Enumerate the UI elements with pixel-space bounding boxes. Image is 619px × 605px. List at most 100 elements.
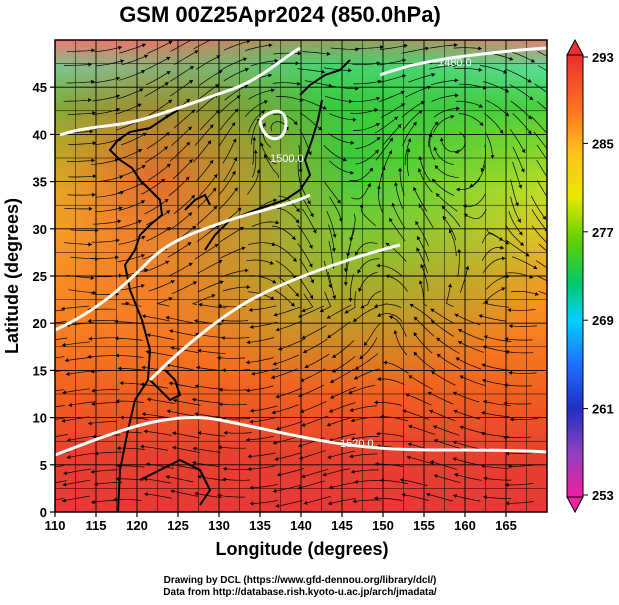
streamline: [121, 54, 149, 66]
streamline-arrow: [166, 409, 171, 414]
streamline-arrow: [310, 279, 314, 284]
streamline: [222, 468, 252, 470]
streamline: [94, 207, 123, 213]
streamline: [326, 304, 352, 319]
streamline: [275, 96, 304, 102]
streamline-arrow: [431, 371, 436, 375]
streamline: [61, 341, 90, 346]
streamline-arrow: [62, 482, 67, 487]
streamline-arrow: [166, 363, 170, 368]
streamline: [170, 463, 198, 470]
streamline-arrow: [527, 78, 532, 83]
streamline: [512, 146, 525, 173]
streamline: [431, 94, 459, 102]
streamline-arrow: [507, 308, 511, 313]
streamline-arrow: [399, 478, 404, 482]
streamline-arrow: [147, 397, 151, 402]
streamline-arrow: [428, 133, 433, 138]
streamline: [377, 313, 403, 322]
streamline-arrow: [92, 174, 97, 179]
streamline: [509, 418, 539, 420]
streamline-arrow: [194, 50, 199, 54]
streamline: [442, 215, 457, 241]
streamline-arrow: [249, 485, 254, 490]
streamline: [244, 44, 273, 52]
streamline-arrow: [94, 481, 98, 486]
streamline: [222, 138, 237, 164]
streamline: [433, 115, 455, 133]
streamline-arrow: [140, 284, 145, 288]
streamline-arrow: [308, 263, 313, 268]
streamline: [297, 480, 325, 489]
streamline-arrow: [299, 97, 304, 102]
streamline: [194, 124, 214, 146]
streamline: [91, 159, 119, 165]
streamline-arrow: [244, 67, 249, 72]
streamline-arrow: [263, 100, 268, 104]
streamline: [55, 404, 65, 408]
streamline: [350, 108, 378, 114]
streamline: [118, 200, 146, 211]
streamline-arrow: [231, 122, 236, 127]
streamline: [260, 142, 277, 165]
streamline: [252, 136, 255, 165]
streamline: [433, 108, 460, 118]
streamline: [147, 40, 173, 54]
streamline-arrow: [481, 464, 485, 469]
streamline: [507, 309, 536, 311]
streamline: [355, 149, 379, 165]
streamline-arrow: [37, 358, 41, 362]
streamline-arrow: [505, 482, 509, 487]
streamline: [272, 354, 300, 365]
streamline-arrow: [529, 274, 534, 279]
streamline-arrow: [332, 234, 337, 238]
streamline-arrow: [380, 414, 384, 419]
credits-line-1: Drawing by DCL (https://www.gfd-dennou.o…: [163, 575, 437, 586]
streamline: [413, 351, 436, 371]
x-tick-label: 110: [45, 518, 66, 533]
streamline-arrow: [88, 242, 92, 247]
streamline: [511, 290, 539, 296]
streamline: [70, 229, 99, 231]
streamline: [480, 465, 509, 469]
streamline: [246, 337, 275, 343]
x-tick-label: 115: [86, 518, 107, 533]
streamline: [352, 499, 381, 503]
streamline: [196, 94, 219, 113]
streamline: [219, 108, 239, 131]
streamline-arrow: [454, 43, 458, 48]
streamline: [277, 467, 305, 476]
streamline-arrow: [426, 492, 430, 497]
colorbar-bar: [566, 54, 584, 498]
streamline-arrow: [442, 216, 447, 220]
streamline-arrow: [354, 251, 359, 256]
streamline: [191, 294, 216, 305]
streamline: [459, 265, 469, 293]
streamline: [453, 47, 482, 50]
streamline-arrow: [433, 474, 438, 479]
streamline-arrow: [435, 193, 440, 198]
streamline-arrow: [144, 492, 148, 497]
streamline: [399, 167, 405, 196]
streamline: [275, 499, 303, 507]
streamline-arrow: [439, 137, 444, 142]
streamline-arrow: [61, 306, 65, 311]
streamline: [345, 244, 351, 273]
streamline: [402, 410, 430, 420]
streamline: [327, 321, 351, 339]
streamline: [96, 191, 124, 198]
streamline-arrow: [298, 314, 303, 318]
streamline: [330, 368, 355, 384]
streamline: [453, 409, 481, 420]
streamline: [436, 353, 461, 370]
contour-label-3: 1500.0: [270, 153, 304, 165]
streamline-arrow: [141, 165, 146, 169]
streamline-arrow: [307, 151, 312, 156]
streamline-arrow: [275, 503, 280, 508]
streamline: [246, 435, 274, 441]
streamline: [55, 434, 68, 438]
streamline: [434, 164, 459, 178]
streamline: [245, 357, 274, 364]
streamline: [376, 433, 405, 438]
streamline: [199, 109, 220, 131]
